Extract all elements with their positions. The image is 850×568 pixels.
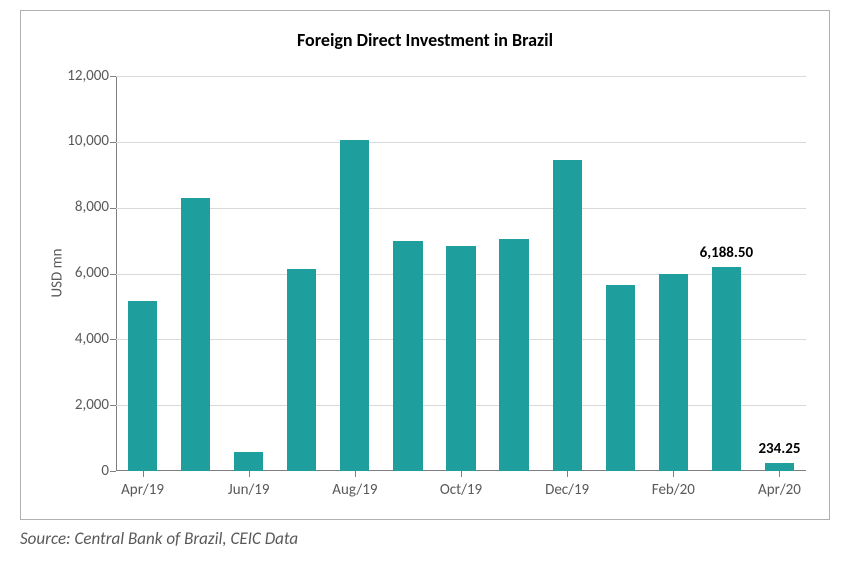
x-tick-mark bbox=[143, 471, 144, 477]
gridline bbox=[116, 142, 806, 143]
gridline bbox=[116, 208, 806, 209]
y-tick-label: 6,000 bbox=[49, 264, 109, 282]
bar bbox=[606, 285, 635, 471]
y-tick-mark bbox=[110, 142, 116, 143]
chart-title: Foreign Direct Investment in Brazil bbox=[21, 11, 829, 51]
x-tick-mark bbox=[461, 471, 462, 477]
bar bbox=[128, 301, 157, 471]
gridline bbox=[116, 76, 806, 77]
bar bbox=[712, 267, 741, 471]
y-tick-mark bbox=[110, 405, 116, 406]
bar bbox=[287, 269, 316, 471]
x-tick-mark bbox=[567, 471, 568, 477]
y-tick-mark bbox=[110, 339, 116, 340]
x-tick-label: Apr/19 bbox=[121, 481, 164, 499]
y-tick-mark bbox=[110, 471, 116, 472]
bar bbox=[181, 198, 210, 471]
x-tick-label: Apr/20 bbox=[758, 481, 801, 499]
bar bbox=[234, 452, 263, 471]
y-tick-mark bbox=[110, 274, 116, 275]
bar bbox=[659, 274, 688, 472]
plot-area: 6,188.50 234.25 bbox=[116, 76, 806, 471]
bar bbox=[393, 241, 422, 471]
bar bbox=[499, 239, 528, 471]
y-tick-label: 10,000 bbox=[49, 132, 109, 150]
x-tick-label: Oct/19 bbox=[440, 481, 482, 499]
bar bbox=[765, 463, 794, 471]
x-tick-label: Feb/20 bbox=[652, 481, 695, 499]
bar bbox=[340, 140, 369, 471]
y-tick-label: 2,000 bbox=[49, 396, 109, 414]
x-tick-label: Jun/19 bbox=[228, 481, 270, 499]
x-tick-mark bbox=[249, 471, 250, 477]
x-tick-mark bbox=[355, 471, 356, 477]
x-tick-mark bbox=[673, 471, 674, 477]
y-tick-label: 4,000 bbox=[49, 330, 109, 348]
x-tick-mark bbox=[779, 471, 780, 477]
x-tick-label: Aug/19 bbox=[332, 481, 377, 499]
bar bbox=[553, 160, 582, 471]
y-tick-label: 12,000 bbox=[49, 67, 109, 85]
bar bbox=[446, 246, 475, 471]
y-tick-mark bbox=[110, 76, 116, 77]
y-tick-label: 0 bbox=[49, 462, 109, 480]
y-tick-mark bbox=[110, 208, 116, 209]
x-tick-label: Dec/19 bbox=[545, 481, 589, 499]
y-tick-label: 8,000 bbox=[49, 198, 109, 216]
data-label: 234.25 bbox=[758, 440, 800, 458]
chart-container: Foreign Direct Investment in Brazil USD … bbox=[20, 10, 830, 520]
source-note: Source: Central Bank of Brazil, CEIC Dat… bbox=[20, 528, 298, 549]
data-label: 6,188.50 bbox=[700, 244, 754, 262]
